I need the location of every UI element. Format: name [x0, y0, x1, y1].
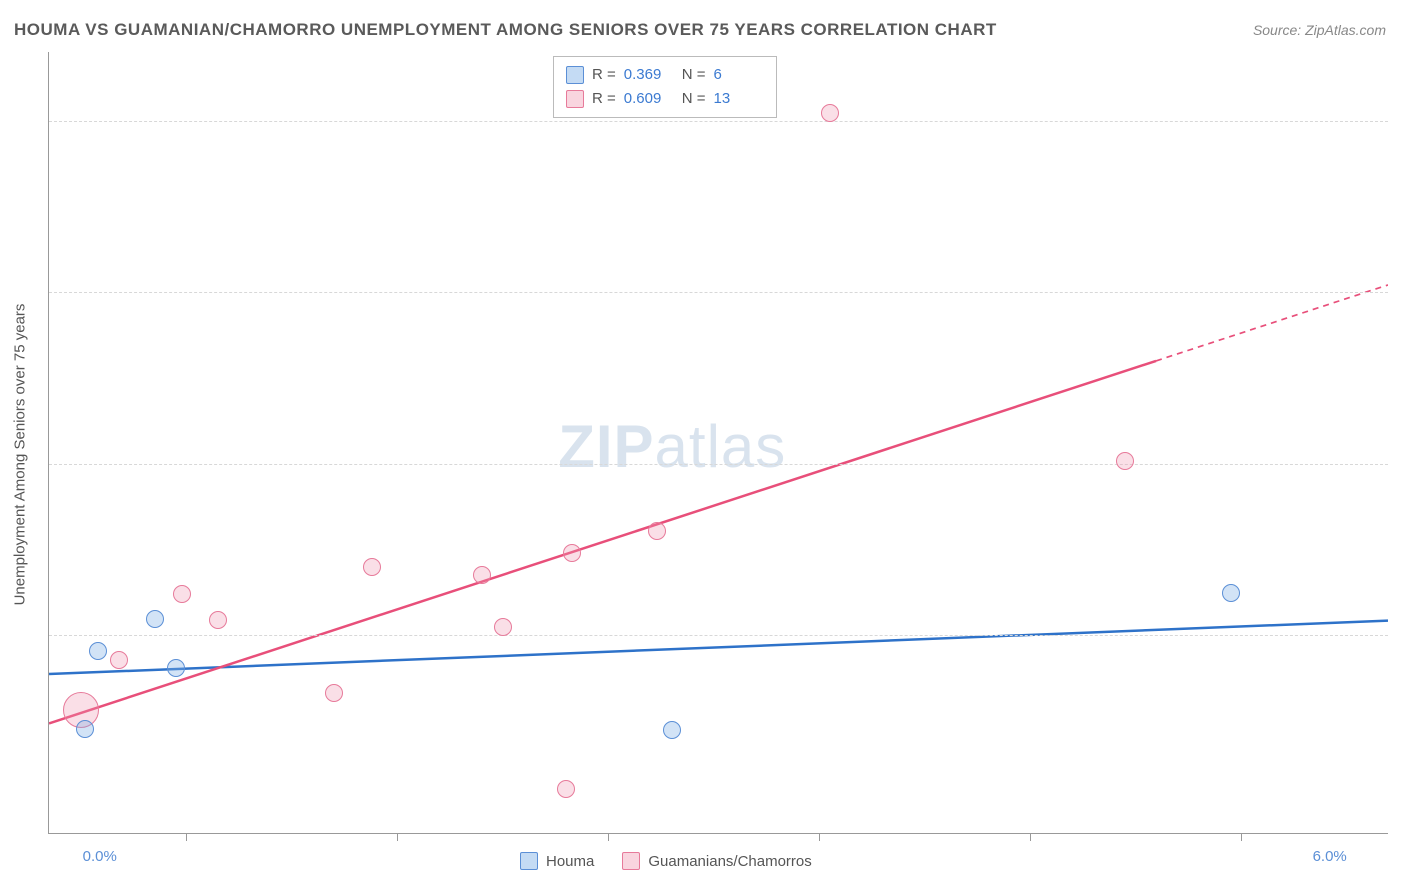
- data-point: [110, 651, 128, 669]
- data-point: [209, 611, 227, 629]
- data-point: [563, 544, 581, 562]
- x-tick: [1030, 833, 1031, 841]
- legend-swatch: [520, 852, 538, 870]
- data-point: [325, 684, 343, 702]
- x-tick-label: 0.0%: [83, 848, 117, 865]
- legend-swatch: [566, 90, 584, 108]
- watermark-light: atlas: [655, 413, 787, 480]
- trend-line: [49, 361, 1156, 724]
- x-tick: [1241, 833, 1242, 841]
- data-point: [663, 721, 681, 739]
- data-point: [557, 780, 575, 798]
- x-tick: [819, 833, 820, 841]
- correlation-legend: R = 0.369 N = 6 R = 0.609 N = 13: [553, 56, 777, 118]
- trend-lines-svg: [49, 52, 1388, 833]
- watermark-bold: ZIP: [558, 413, 654, 480]
- x-tick: [186, 833, 187, 841]
- legend-r-value: 0.609: [624, 87, 674, 111]
- data-point: [648, 522, 666, 540]
- legend-n-label: N =: [682, 87, 706, 111]
- data-point: [821, 104, 839, 122]
- data-point: [173, 585, 191, 603]
- data-point: [146, 610, 164, 628]
- legend-n-label: N =: [682, 63, 706, 87]
- plot-area: ZIPatlas 12.5%25.0%37.5%50.0%0.0%6.0%: [48, 52, 1388, 834]
- data-point: [494, 618, 512, 636]
- legend-label: Guamanians/Chamorros: [648, 853, 811, 870]
- legend-r-label: R =: [592, 87, 616, 111]
- data-point: [1222, 584, 1240, 602]
- x-tick: [397, 833, 398, 841]
- data-point: [363, 558, 381, 576]
- x-tick: [608, 833, 609, 841]
- legend-row: R = 0.369 N = 6: [566, 63, 764, 87]
- legend-item: Guamanians/Chamorros: [622, 852, 811, 870]
- legend-r-label: R =: [592, 63, 616, 87]
- chart-title: HOUMA VS GUAMANIAN/CHAMORRO UNEMPLOYMENT…: [14, 20, 997, 40]
- legend-n-value: 6: [714, 63, 764, 87]
- watermark: ZIPatlas: [558, 412, 786, 481]
- data-point: [76, 720, 94, 738]
- legend-label: Houma: [546, 853, 594, 870]
- data-point: [1116, 452, 1134, 470]
- legend-n-value: 13: [714, 87, 764, 111]
- gridline: [49, 121, 1388, 122]
- series-legend: Houma Guamanians/Chamorros: [520, 852, 812, 870]
- legend-item: Houma: [520, 852, 594, 870]
- x-tick-label: 6.0%: [1313, 848, 1347, 865]
- data-point: [89, 642, 107, 660]
- legend-row: R = 0.609 N = 13: [566, 87, 764, 111]
- gridline: [49, 635, 1388, 636]
- legend-swatch: [566, 66, 584, 84]
- source-attribution: Source: ZipAtlas.com: [1253, 22, 1386, 38]
- gridline: [49, 464, 1388, 465]
- trend-line: [49, 621, 1388, 674]
- legend-swatch: [622, 852, 640, 870]
- data-point: [473, 566, 491, 584]
- data-point: [167, 659, 185, 677]
- trend-line-extrapolated: [1156, 285, 1388, 361]
- y-axis-label: Unemployment Among Seniors over 75 years: [12, 304, 29, 606]
- legend-r-value: 0.369: [624, 63, 674, 87]
- gridline: [49, 292, 1388, 293]
